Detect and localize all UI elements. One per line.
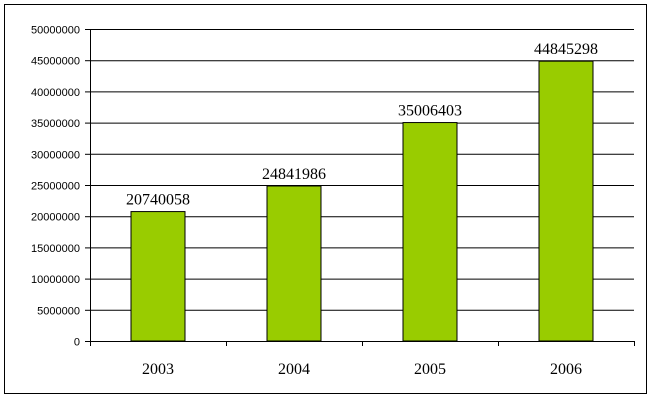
- bar-2005: [402, 122, 458, 342]
- x-tick-label: 2005: [414, 361, 446, 378]
- data-label: 24841986: [262, 166, 326, 183]
- labels: 0 5000000 10000000 15000000 20000000 25000000…: [31, 25, 598, 379]
- y-tick-label: 25000000: [31, 181, 80, 193]
- data-label: 44845298: [534, 41, 598, 58]
- data-label: 35006403: [398, 103, 462, 120]
- bar-2003: [130, 211, 186, 342]
- bars: [130, 60, 594, 342]
- y-tick-label: 50000000: [31, 25, 80, 37]
- y-tick-label: 35000000: [31, 118, 80, 130]
- x-tick-label: 2003: [142, 361, 174, 378]
- y-tick-label: 0: [74, 337, 80, 349]
- y-tick-label: 5000000: [37, 305, 80, 317]
- bar-2006: [538, 60, 594, 342]
- x-tick-label: 2004: [278, 361, 310, 378]
- data-label: 20740058: [126, 192, 190, 209]
- y-tick-label: 15000000: [31, 243, 80, 255]
- y-tick-label: 10000000: [31, 274, 80, 286]
- y-tick-label: 20000000: [31, 212, 80, 224]
- y-tick-label: 40000000: [31, 87, 80, 99]
- y-tick-label: 45000000: [31, 56, 80, 68]
- x-tick-label: 2006: [550, 361, 582, 378]
- bar-2004: [266, 185, 322, 342]
- y-tick-label: 30000000: [31, 149, 80, 161]
- axes: [85, 29, 635, 346]
